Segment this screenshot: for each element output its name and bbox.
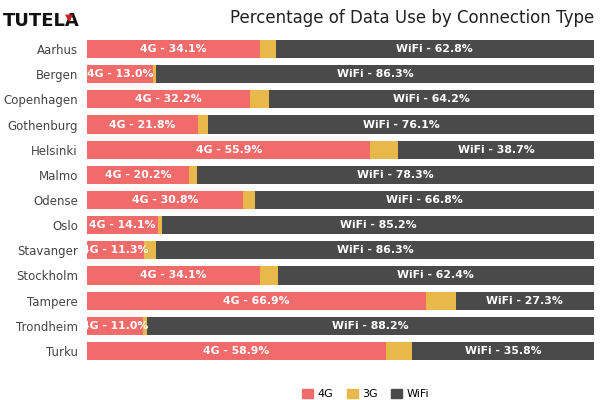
Text: 4G - 14.1%: 4G - 14.1% [89, 220, 156, 230]
Text: 4G - 34.1%: 4G - 34.1% [140, 44, 207, 54]
Bar [412, 342, 594, 360]
Legend: 4G, 3G, WiFi: 4G, 3G, WiFi [298, 384, 434, 400]
Bar [153, 65, 157, 83]
Text: WiFi - 62.4%: WiFi - 62.4% [397, 270, 474, 280]
Bar [197, 116, 208, 134]
Bar [87, 65, 153, 83]
Bar [275, 40, 594, 58]
Bar [87, 40, 260, 58]
Bar [147, 317, 594, 335]
Bar [144, 241, 157, 259]
Bar [455, 292, 594, 310]
Text: 4G - 30.8%: 4G - 30.8% [132, 195, 199, 205]
Bar [208, 116, 594, 134]
Text: 4G - 66.9%: 4G - 66.9% [223, 296, 290, 306]
Bar [256, 191, 594, 209]
Bar [87, 317, 143, 335]
Bar [87, 216, 158, 234]
Bar [162, 216, 594, 234]
Bar [386, 342, 412, 360]
Bar [250, 90, 269, 108]
Text: Percentage of Data Use by Connection Type: Percentage of Data Use by Connection Typ… [230, 9, 594, 27]
Text: TUTELA: TUTELA [3, 12, 80, 30]
Text: 4G - 32.2%: 4G - 32.2% [135, 94, 202, 104]
Bar [157, 241, 594, 259]
Bar [260, 40, 275, 58]
Text: WiFi - 38.7%: WiFi - 38.7% [458, 145, 534, 155]
Bar [87, 116, 197, 134]
Bar [87, 191, 243, 209]
Text: WiFi - 86.3%: WiFi - 86.3% [337, 245, 413, 255]
Bar [278, 266, 594, 284]
Text: WiFi - 86.3%: WiFi - 86.3% [337, 69, 413, 79]
Bar [87, 90, 250, 108]
Text: 4G - 11.0%: 4G - 11.0% [82, 321, 148, 331]
Text: WiFi - 78.3%: WiFi - 78.3% [357, 170, 434, 180]
Text: WiFi - 85.2%: WiFi - 85.2% [340, 220, 416, 230]
Bar [190, 166, 197, 184]
Text: WiFi - 76.1%: WiFi - 76.1% [363, 120, 439, 130]
Bar [87, 266, 260, 284]
Text: WiFi - 27.3%: WiFi - 27.3% [487, 296, 563, 306]
Text: 4G - 55.9%: 4G - 55.9% [196, 145, 262, 155]
Bar [260, 266, 278, 284]
Bar [87, 241, 144, 259]
Text: WiFi - 35.8%: WiFi - 35.8% [465, 346, 542, 356]
Bar [398, 141, 594, 159]
Text: WiFi - 88.2%: WiFi - 88.2% [332, 321, 409, 331]
Text: ▼: ▼ [65, 13, 73, 23]
Bar [243, 191, 256, 209]
Text: 4G - 21.8%: 4G - 21.8% [109, 120, 176, 130]
Bar [269, 90, 594, 108]
Text: WiFi - 62.8%: WiFi - 62.8% [397, 44, 473, 54]
Bar [370, 141, 398, 159]
Bar [426, 292, 455, 310]
Bar [87, 292, 426, 310]
Bar [158, 216, 162, 234]
Bar [157, 65, 594, 83]
Bar [87, 141, 370, 159]
Text: WiFi - 64.2%: WiFi - 64.2% [393, 94, 470, 104]
Text: 4G - 11.3%: 4G - 11.3% [82, 245, 149, 255]
Text: 4G - 58.9%: 4G - 58.9% [203, 346, 269, 356]
Text: 4G - 34.1%: 4G - 34.1% [140, 270, 207, 280]
Text: 4G - 13.0%: 4G - 13.0% [87, 69, 153, 79]
Text: WiFi - 66.8%: WiFi - 66.8% [386, 195, 463, 205]
Bar [87, 166, 190, 184]
Bar [87, 342, 386, 360]
Bar [143, 317, 147, 335]
Bar [197, 166, 594, 184]
Text: 4G - 20.2%: 4G - 20.2% [105, 170, 172, 180]
